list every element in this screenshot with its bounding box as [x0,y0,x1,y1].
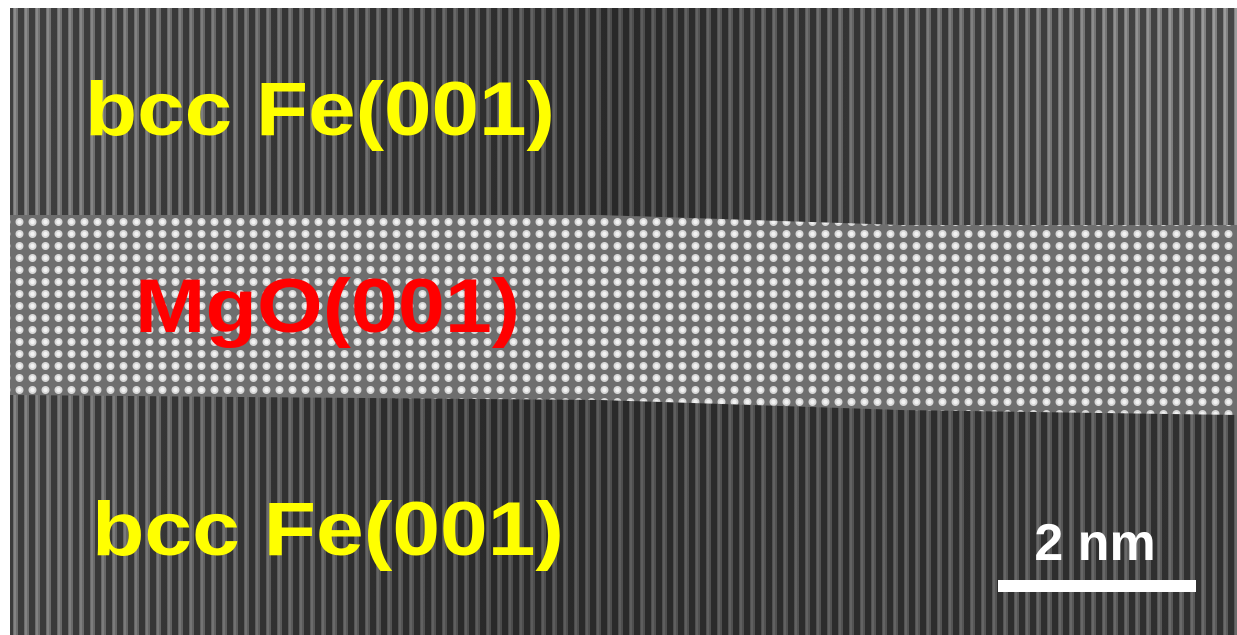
page: bcc Fe(001) MgO(001) bcc Fe(001) 2 nm ((… [0,0,1237,635]
layer-label: bcc Fe(001) [85,67,555,152]
micrograph: bcc Fe(001) MgO(001) bcc Fe(001) 2 nm [0,0,1237,635]
scale-bar-label: 2 nm [1034,514,1155,572]
layer-label: bcc Fe(001) [92,487,564,572]
scale-bar [998,580,1196,592]
layer-label: MgO(001) [135,264,520,349]
